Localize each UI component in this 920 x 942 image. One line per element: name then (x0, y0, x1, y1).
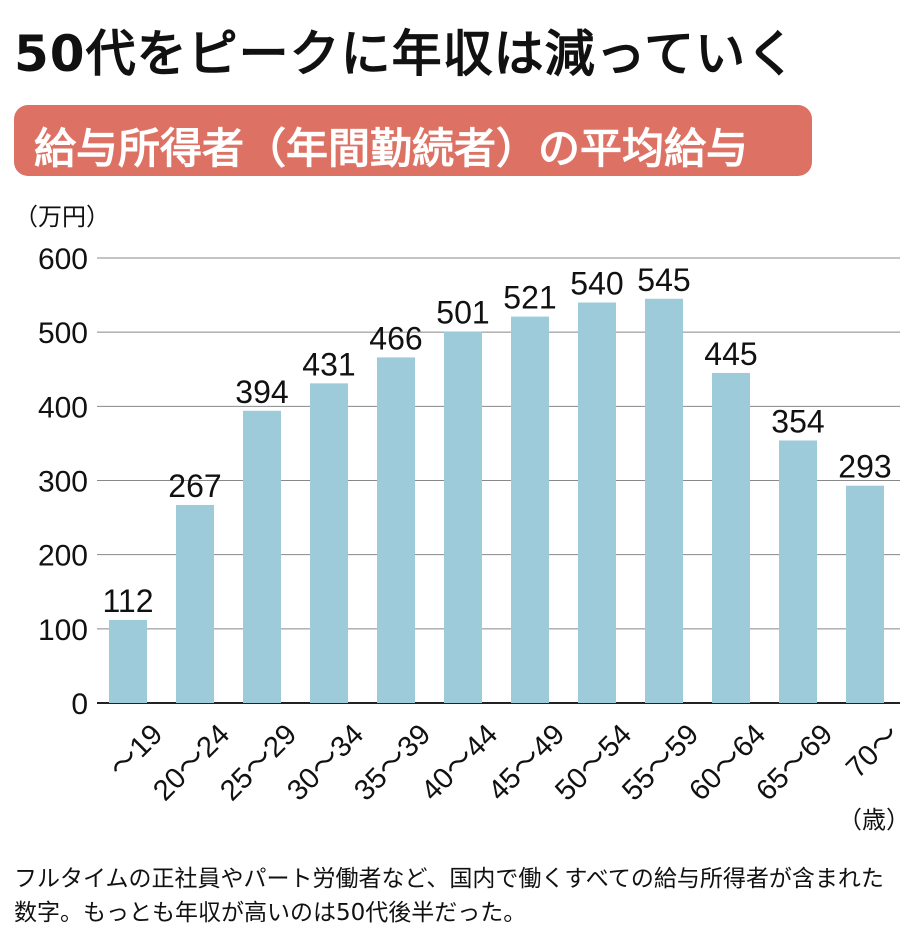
data-label: 394 (235, 374, 288, 410)
bar (511, 316, 549, 703)
y-tick-label: 0 (71, 688, 88, 721)
y-tick-label: 600 (38, 243, 88, 276)
x-tick-label: 65～69 (750, 718, 839, 807)
x-tick-label: 70～ (840, 718, 906, 784)
y-tick-label: 100 (38, 614, 88, 647)
y-tick-label: 200 (38, 540, 88, 573)
bar (779, 440, 817, 703)
data-label: 540 (570, 266, 623, 302)
y-tick-label: 500 (38, 317, 88, 350)
headline: 50代をピークに年収は減っていく (14, 25, 798, 83)
footnote: フルタイムの正社員やパート労働者など、国内で働くすべての給与所得者が含まれた数字… (14, 866, 884, 926)
bar (310, 383, 348, 703)
data-label: 267 (168, 468, 221, 504)
data-label: 431 (302, 346, 355, 382)
chart-subtitle: 給与所得者（年間勤続者）の平均給与 (34, 124, 749, 173)
bar (444, 331, 482, 703)
data-label: 445 (704, 336, 757, 372)
y-axis-unit: （万円） (14, 203, 110, 231)
data-label: 501 (436, 294, 489, 330)
bar (377, 357, 415, 703)
bars (109, 298, 884, 703)
data-label: 545 (637, 262, 690, 298)
bar (645, 298, 683, 703)
y-tick-label: 300 (38, 466, 88, 499)
x-axis-unit: （歳） (838, 806, 910, 834)
data-label: 293 (838, 449, 891, 485)
y-tick-label: 400 (38, 391, 88, 424)
bar (712, 372, 750, 703)
bar (578, 302, 616, 703)
data-label: 521 (503, 280, 556, 316)
bar (109, 619, 147, 703)
bar (846, 485, 884, 703)
bar (243, 410, 281, 703)
bar-chart: 0100200300400500600112～1926720～2439425～2… (38, 243, 906, 807)
data-label: 112 (102, 583, 153, 619)
gridlines (97, 257, 900, 704)
data-label: 354 (771, 403, 824, 439)
data-label: 466 (369, 320, 422, 356)
subtitle-banner: 給与所得者（年間勤続者）の平均給与 (14, 105, 812, 176)
bar (176, 504, 214, 703)
